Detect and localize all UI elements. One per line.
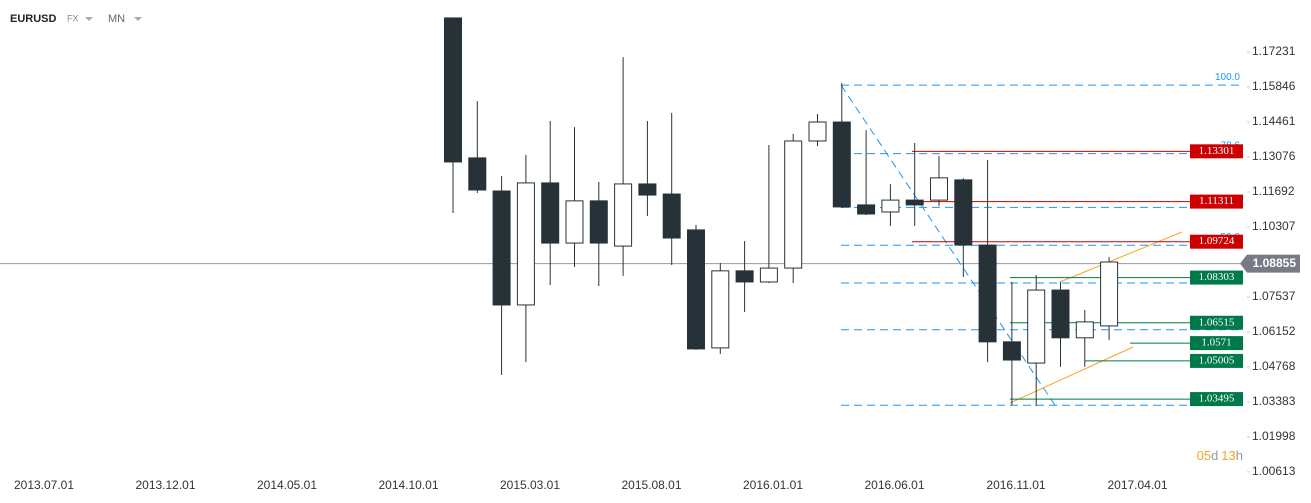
candle-body: [589, 200, 608, 244]
candle-body: [516, 182, 535, 306]
y-tick-label: 1.11692: [1252, 184, 1295, 198]
price-tag-label: 1.05005: [1199, 354, 1235, 366]
price-tag-label: 1.09724: [1199, 235, 1235, 247]
candle-body: [784, 140, 803, 269]
x-tick-label: 2016.06.01: [864, 478, 924, 492]
candle-body: [832, 121, 851, 208]
price-tag-label: 1.11311: [1199, 195, 1234, 207]
y-tick-label: 1.01998: [1252, 429, 1296, 443]
caret[interactable]: [134, 17, 142, 21]
channel-line[interactable]: [1009, 346, 1134, 404]
candle-body: [565, 200, 584, 244]
candle-body: [857, 204, 876, 215]
fib-label: 100.0: [1215, 72, 1240, 83]
y-tick-label: 1.14461: [1252, 114, 1296, 128]
price-tag: [1190, 194, 1243, 209]
candle-body: [444, 17, 462, 163]
y-tick-label: 1.03383: [1252, 394, 1296, 408]
timer-unit: d: [1211, 448, 1218, 463]
x-tick-label: 2013.07.01: [14, 478, 74, 492]
price-tag-label: 1.0571: [1201, 337, 1231, 349]
candle-body: [1051, 289, 1070, 339]
channel-line[interactable]: [1059, 231, 1183, 283]
candle-body: [1075, 321, 1094, 339]
price-tag-label: 1.13301: [1199, 145, 1235, 157]
current-price-tag: [1240, 254, 1300, 273]
candle-body: [905, 199, 924, 206]
price-tag: [1190, 234, 1243, 249]
price-tag-label: 1.03495: [1199, 393, 1235, 405]
price-tag: [1190, 270, 1243, 285]
y-tick-label: 1.15846: [1252, 79, 1296, 93]
candle-body: [881, 199, 900, 213]
x-tick-label: 2016.01.01: [743, 478, 803, 492]
candle-body: [954, 179, 973, 246]
timer: 05d 13h: [1197, 448, 1243, 463]
timer-days: 05: [1197, 448, 1211, 463]
timer-hours: 13: [1221, 448, 1235, 463]
x-tick-label: 2015.03.01: [500, 478, 560, 492]
candle-body: [614, 183, 633, 247]
price-tag-label: 1.06515: [1199, 316, 1235, 328]
timer-unit: h: [1236, 448, 1243, 463]
x-tick-label: 2015.08.01: [621, 478, 681, 492]
candle-body: [759, 267, 778, 283]
symbol[interactable]: EURUSD: [10, 13, 57, 25]
price-tag: [1190, 353, 1243, 368]
candle-body: [1027, 289, 1046, 364]
x-tick-label: 2016.11.01: [986, 478, 1045, 492]
candle-body: [541, 182, 560, 244]
x-tick-label: 2013.12.01: [135, 478, 195, 492]
candle-body: [808, 121, 827, 142]
candle-body: [711, 270, 730, 349]
candle-body: [492, 190, 511, 306]
candle-body: [1002, 341, 1021, 361]
candle-body: [638, 183, 657, 196]
x-tick-label: 2017.04.01: [1107, 478, 1167, 492]
candle-body: [468, 157, 487, 191]
price-tag: [1190, 315, 1243, 330]
current-price-label: 1.08855: [1253, 256, 1297, 270]
x-tick-label: 2014.10.01: [378, 478, 438, 492]
candle-body: [1100, 261, 1119, 327]
caret[interactable]: [85, 17, 93, 21]
interval[interactable]: MN: [108, 13, 125, 25]
y-tick-label: 1.17231: [1252, 44, 1296, 58]
price-tag-label: 1.08303: [1199, 271, 1235, 283]
y-tick-label: 1.06152: [1252, 324, 1296, 338]
y-tick-label: 1.10307: [1252, 219, 1296, 233]
candle-body: [662, 193, 681, 239]
price-tag: [1190, 336, 1243, 351]
candle-body: [978, 244, 997, 343]
x-tick-label: 2014.05.01: [257, 478, 317, 492]
candle-body: [930, 177, 948, 201]
y-tick-label: 1.13076: [1252, 149, 1296, 163]
market[interactable]: FX: [67, 13, 79, 23]
candle-body: [687, 229, 705, 350]
price-tag: [1190, 144, 1243, 159]
price-tag: [1190, 392, 1243, 407]
y-tick-label: 1.07537: [1252, 289, 1296, 303]
y-tick-label: 1.00613: [1252, 464, 1296, 478]
candle-body: [735, 270, 754, 283]
y-tick-label: 1.04768: [1252, 359, 1296, 373]
